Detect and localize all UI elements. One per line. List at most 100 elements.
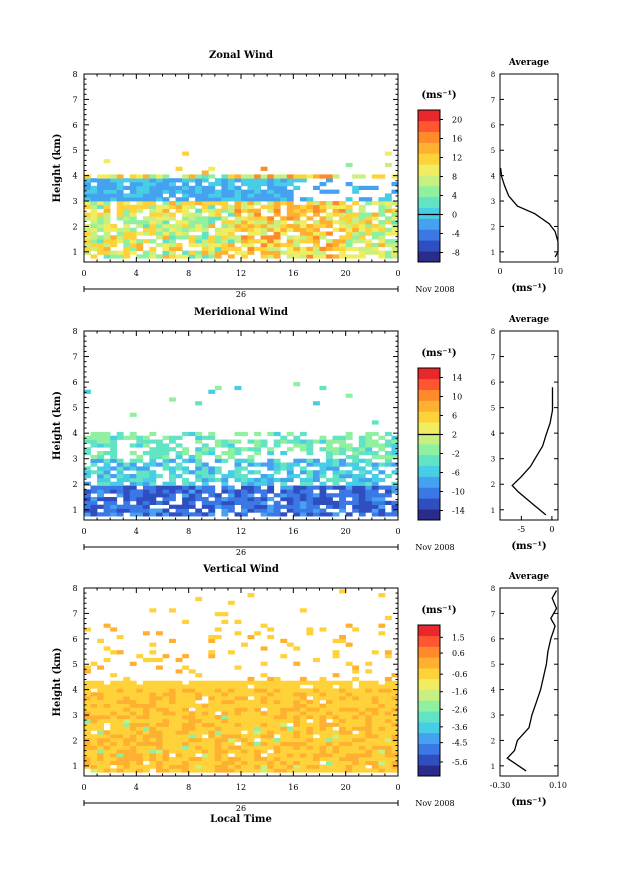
heatmap-cell	[162, 451, 170, 456]
average-x-label: (ms⁻¹)	[511, 797, 546, 808]
heatmap-cell	[90, 489, 98, 494]
heatmap-cell	[358, 764, 366, 769]
heatmap-cell	[241, 768, 248, 773]
heatmap-cell	[201, 745, 209, 750]
heatmap-cell	[260, 749, 268, 754]
heatmap-cell	[352, 239, 360, 244]
heatmap-cell	[116, 227, 124, 232]
heatmap-cell	[142, 197, 150, 202]
heatmap-cell	[103, 227, 111, 232]
heatmap-cell	[286, 212, 294, 217]
heatmap-cell	[365, 715, 373, 720]
heatmap-cell	[188, 741, 196, 746]
heatmap-cell	[103, 684, 111, 689]
heatmap-cell	[365, 707, 373, 712]
heatmap-cell	[221, 216, 229, 221]
heatmap-cell	[116, 239, 124, 244]
heatmap-cell	[378, 197, 386, 202]
heatmap-cell	[267, 508, 275, 513]
heatmap-cell	[280, 764, 288, 769]
heatmap-cell	[365, 242, 373, 248]
heatmap-cell	[332, 504, 340, 509]
heatmap-cell	[280, 753, 288, 758]
heatmap-cell	[162, 216, 170, 221]
heatmap-cell	[273, 470, 281, 475]
heatmap-cell	[358, 730, 366, 735]
heatmap-cell	[254, 768, 261, 773]
colorbar-segment	[418, 444, 440, 456]
heatmap-cell	[90, 504, 98, 509]
heatmap-cell	[142, 745, 150, 750]
heatmap-cell	[129, 497, 137, 502]
heatmap-cell	[156, 631, 163, 636]
heatmap-cell	[149, 189, 157, 194]
heatmap-cell	[188, 212, 196, 217]
heatmap-cell	[306, 174, 314, 179]
heatmap-cell	[260, 715, 268, 720]
heatmap-cell	[267, 458, 275, 463]
heatmap-cell	[391, 760, 399, 765]
heatmap-cell	[156, 193, 163, 198]
heatmap-cell	[293, 508, 301, 513]
heatmap-cell	[273, 753, 281, 758]
heatmap-cell	[208, 764, 216, 769]
heatmap-cell	[273, 764, 281, 769]
heatmap-cell	[195, 235, 203, 240]
x-tick-label: 20	[341, 527, 351, 536]
heatmap-cell	[110, 474, 118, 479]
heatmap-cell	[378, 688, 386, 693]
heatmap-cell	[129, 227, 137, 232]
heatmap-cell	[169, 189, 176, 194]
heatmap-cell	[116, 458, 124, 463]
heatmap-cell	[332, 722, 340, 727]
heatmap-cell	[142, 185, 150, 190]
heatmap-cell	[299, 726, 307, 731]
heatmap-cell	[293, 185, 301, 190]
heatmap-cell	[365, 462, 373, 467]
heatmap-cell	[156, 665, 163, 670]
heatmap-cell	[384, 454, 392, 460]
heatmap-cell	[280, 745, 288, 750]
heatmap-cell	[195, 197, 203, 202]
heatmap-cell	[84, 684, 91, 689]
heatmap-cell	[247, 242, 255, 248]
colorbar-frame	[417, 624, 441, 777]
heatmap-cell	[319, 474, 327, 479]
heatmap-cell	[365, 431, 373, 437]
heatmap-cell	[84, 493, 91, 498]
heatmap-cell	[123, 756, 131, 762]
heatmap-cell	[221, 722, 229, 727]
heatmap-cell	[260, 250, 268, 255]
heatmap-cell	[293, 711, 301, 716]
colorbar-segment	[418, 131, 440, 143]
heatmap-cell	[129, 753, 137, 758]
heatmap-cell	[234, 734, 242, 739]
heatmap-cell	[169, 178, 176, 183]
heatmap-cell	[345, 489, 353, 494]
y-tick-label: 1	[72, 506, 77, 515]
heatmap-cell	[208, 508, 216, 513]
heatmap-cell	[208, 696, 216, 701]
heatmap-cell	[169, 185, 176, 190]
heatmap-cell	[142, 477, 150, 483]
heatmap-cell	[299, 692, 307, 697]
x-tick-label: 0	[395, 527, 400, 536]
heatmap-cell	[116, 730, 124, 735]
heatmap-cell	[149, 216, 157, 221]
heatmap-cell	[254, 500, 261, 505]
heatmap-cell	[378, 174, 386, 179]
heatmap-cell	[365, 497, 373, 502]
y-tick-label: 2	[72, 736, 77, 745]
heatmap-cell	[129, 726, 137, 731]
heatmap-cell	[293, 254, 301, 259]
average-y-tick-label: 2	[491, 481, 495, 489]
colorbar-segment	[418, 476, 440, 488]
heatmap-cell	[365, 246, 373, 251]
heatmap-cell	[169, 730, 176, 735]
heatmap-cell	[214, 768, 222, 773]
heatmap-cell	[90, 745, 98, 750]
heatmap-cell	[352, 688, 360, 693]
heatmap-cell	[90, 242, 98, 248]
heatmap-cell	[162, 718, 170, 723]
heatmap-cell	[299, 508, 307, 513]
